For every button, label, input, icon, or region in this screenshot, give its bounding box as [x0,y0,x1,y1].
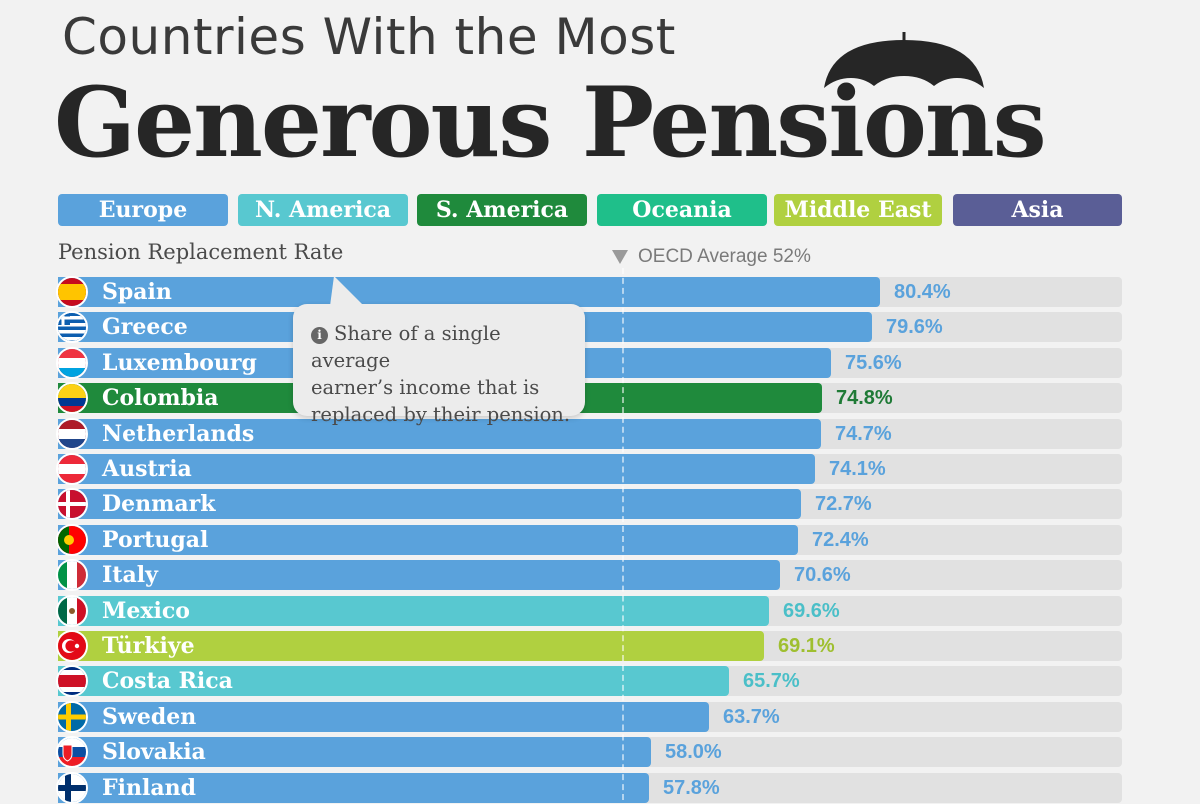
value-label-mexico: 69.6% [783,600,840,622]
tooltip-line2: earner’s income that is [311,376,540,399]
greece-flag-icon [56,311,88,343]
bar-finland [58,773,649,803]
value-label-sweden: 63.7% [723,706,780,728]
bar-denmark [58,489,801,519]
country-label-netherlands: Netherlands [102,421,255,447]
value-label-greece: 79.6% [886,316,943,338]
legend-item-asia: Asia [953,194,1122,226]
value-label-slovakia: 58.0% [665,741,722,763]
page-title-line1: Countries With the Most [62,8,676,66]
bar-netherlands [58,419,821,449]
bar-mexico [58,596,769,626]
value-label-finland: 57.8% [663,777,720,799]
legend-item-middle-east: Middle East [774,194,942,226]
country-label-spain: Spain [102,279,172,305]
value-label-portugal: 72.4% [812,529,869,551]
spain-flag-icon [56,276,88,308]
bar-costa-rica [58,666,729,696]
info-icon: i [311,327,328,344]
slovakia-flag-icon [56,736,88,768]
bar-portugal [58,525,798,555]
oecd-average-line [622,268,624,800]
country-label-greece: Greece [102,314,188,340]
value-label-denmark: 72.7% [815,493,872,515]
italy-flag-icon [56,559,88,591]
value-label-luxembourg: 75.6% [845,352,902,374]
costa-rica-flag-icon [56,665,88,697]
bar-sweden [58,702,709,732]
bar-austria [58,454,815,484]
value-label-costa-rica: 65.7% [743,670,800,692]
bar-spain [58,277,880,307]
country-label-colombia: Colombia [102,385,219,411]
country-label-luxembourg: Luxembourg [102,350,257,376]
legend-item-n-america: N. America [238,194,408,226]
bar-slovakia [58,737,651,767]
value-label-italy: 70.6% [794,564,851,586]
bar-italy [58,560,780,590]
value-label-turkiye: 69.1% [778,635,835,657]
tooltip-line3: replaced by their pension. [311,403,571,426]
country-label-italy: Italy [102,562,158,588]
netherlands-flag-icon [56,418,88,450]
umbrella-icon [824,32,984,88]
finland-flag-icon [56,772,88,804]
country-label-sweden: Sweden [102,704,197,730]
page-title-line2: Generous Pensions [54,66,1047,179]
legend-item-europe: Europe [58,194,228,226]
bar-turkiye [58,631,764,661]
country-label-finland: Finland [102,775,196,801]
oecd-average-label: OECD Average 52% [638,246,811,267]
portugal-flag-icon [56,524,88,556]
country-label-slovakia: Slovakia [102,739,206,765]
country-label-costa-rica: Costa Rica [102,668,233,694]
tooltip-pointer [330,276,364,306]
colombia-flag-icon [56,382,88,414]
country-label-portugal: Portugal [102,527,209,553]
country-label-turkiye: Türkiye [102,633,195,659]
oecd-marker-icon [612,250,628,264]
tooltip: i Share of a single average earner’s inco… [293,304,585,426]
value-label-spain: 80.4% [894,281,951,303]
luxembourg-flag-icon [56,347,88,379]
value-label-austria: 74.1% [829,458,886,480]
value-label-colombia: 74.8% [836,387,893,409]
turkiye-flag-icon [56,630,88,662]
legend-item-oceania: Oceania [597,194,767,226]
country-label-denmark: Denmark [102,491,216,517]
legend-item-s-america: S. America [417,194,587,226]
value-label-netherlands: 74.7% [835,423,892,445]
country-label-mexico: Mexico [102,598,190,624]
mexico-flag-icon [56,595,88,627]
country-label-austria: Austria [102,456,192,482]
axis-label: Pension Replacement Rate [58,240,344,264]
austria-flag-icon [56,453,88,485]
denmark-flag-icon [56,488,88,520]
tooltip-line1: Share of a single average [311,322,501,372]
sweden-flag-icon [56,701,88,733]
